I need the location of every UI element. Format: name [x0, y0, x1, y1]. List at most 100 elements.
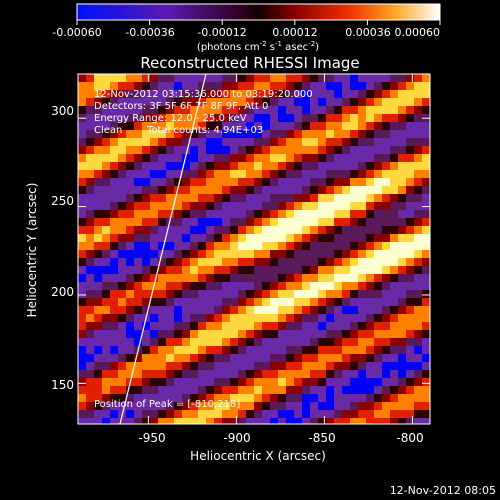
- heatmap-cell: [286, 170, 295, 179]
- heatmap-cell: [398, 194, 407, 203]
- heatmap-cell: [270, 298, 279, 307]
- heatmap-cell: [102, 178, 111, 187]
- heatmap-cell: [222, 298, 231, 307]
- heatmap-cell: [190, 370, 199, 379]
- heatmap-cell: [286, 146, 295, 155]
- heatmap-cell: [302, 74, 311, 83]
- heatmap-cell: [318, 218, 327, 227]
- heatmap-cell: [318, 170, 327, 179]
- heatmap-cell: [294, 298, 303, 307]
- heatmap-cell: [262, 138, 271, 147]
- heatmap-cell: [86, 378, 95, 387]
- heatmap-cell: [190, 306, 199, 315]
- heatmap-cell: [270, 378, 279, 387]
- heatmap-cell: [318, 98, 327, 107]
- heatmap-cell: [94, 298, 103, 307]
- heatmap-cell: [222, 378, 231, 387]
- y-tick-label: 200: [51, 285, 74, 299]
- heatmap-cell: [78, 178, 87, 187]
- heatmap-cell: [254, 362, 263, 371]
- heatmap-cell: [310, 362, 319, 371]
- heatmap-cell: [382, 298, 391, 307]
- heatmap-cell: [294, 226, 303, 235]
- heatmap-cell: [286, 186, 295, 195]
- heatmap-cell: [142, 266, 151, 275]
- heatmap-cell: [390, 130, 399, 139]
- heatmap-cell: [198, 330, 207, 339]
- heatmap-cell: [358, 322, 367, 331]
- heatmap-cell: [182, 290, 191, 299]
- heatmap-cell: [342, 90, 351, 99]
- heatmap-cell: [254, 154, 263, 163]
- heatmap-cell: [230, 226, 239, 235]
- heatmap-cell: [182, 170, 191, 179]
- heatmap-cell: [94, 338, 103, 347]
- heatmap-cell: [414, 210, 423, 219]
- heatmap-cell: [126, 218, 135, 227]
- heatmap-cell: [302, 210, 311, 219]
- heatmap-cell: [214, 234, 223, 243]
- heatmap-cell: [230, 330, 239, 339]
- heatmap-cell: [254, 386, 263, 395]
- heatmap-cell: [206, 202, 215, 211]
- heatmap-cell: [406, 74, 415, 83]
- heatmap-cell: [238, 154, 247, 163]
- heatmap-cell: [270, 242, 279, 251]
- heatmap-cell: [126, 202, 135, 211]
- heatmap-cell: [414, 290, 423, 299]
- heatmap-cell: [270, 330, 279, 339]
- heatmap-cell: [118, 330, 127, 339]
- heatmap-cell: [374, 98, 383, 107]
- heatmap-cell: [286, 74, 295, 83]
- heatmap-cell: [134, 74, 143, 83]
- heatmap-cell: [334, 250, 343, 259]
- heatmap-cell: [358, 402, 367, 411]
- heatmap-cell: [422, 162, 430, 171]
- heatmap-cell: [414, 298, 423, 307]
- heatmap-cell: [350, 394, 359, 403]
- heatmap-cell: [182, 282, 191, 291]
- heatmap-cell: [350, 282, 359, 291]
- heatmap-cell: [174, 242, 183, 251]
- heatmap-cell: [238, 242, 247, 251]
- heatmap-cell: [118, 82, 127, 91]
- heatmap-cell: [214, 322, 223, 331]
- heatmap-cell: [174, 226, 183, 235]
- heatmap-cell: [190, 234, 199, 243]
- heatmap-cell: [102, 298, 111, 307]
- heatmap-cell: [246, 386, 255, 395]
- heatmap-cell: [134, 322, 143, 331]
- heatmap-cell: [86, 194, 95, 203]
- heatmap-cell: [374, 274, 383, 283]
- heatmap-cell: [286, 354, 295, 363]
- heatmap-cell: [190, 218, 199, 227]
- heatmap-cell: [422, 354, 430, 363]
- heatmap-cell: [86, 346, 95, 355]
- heatmap-cell: [254, 74, 263, 83]
- heatmap-cell: [366, 274, 375, 283]
- heatmap-cell: [246, 258, 255, 267]
- heatmap-cell: [238, 194, 247, 203]
- heatmap-cell: [174, 202, 183, 211]
- heatmap-cell: [158, 258, 167, 267]
- heatmap-cell: [102, 202, 111, 211]
- heatmap-cell: [78, 418, 87, 424]
- heatmap-cell: [102, 330, 111, 339]
- counts-annotation: Total counts: 4.94E+03: [146, 125, 263, 136]
- heatmap-cell: [310, 122, 319, 131]
- heatmap-cell: [350, 114, 359, 123]
- heatmap-cell: [214, 122, 223, 131]
- heatmap-cell: [86, 90, 95, 99]
- heatmap-cell: [342, 338, 351, 347]
- heatmap-cell: [262, 346, 271, 355]
- heatmap-cell: [230, 194, 239, 203]
- heatmap-cell: [414, 234, 423, 243]
- heatmap-cell: [254, 274, 263, 283]
- heatmap-cell: [174, 218, 183, 227]
- heatmap-cell: [142, 338, 151, 347]
- heatmap-cell: [398, 402, 407, 411]
- heatmap-cell: [78, 242, 87, 251]
- heatmap-cell: [222, 154, 231, 163]
- heatmap-cell: [374, 418, 383, 424]
- heatmap-cell: [422, 282, 430, 291]
